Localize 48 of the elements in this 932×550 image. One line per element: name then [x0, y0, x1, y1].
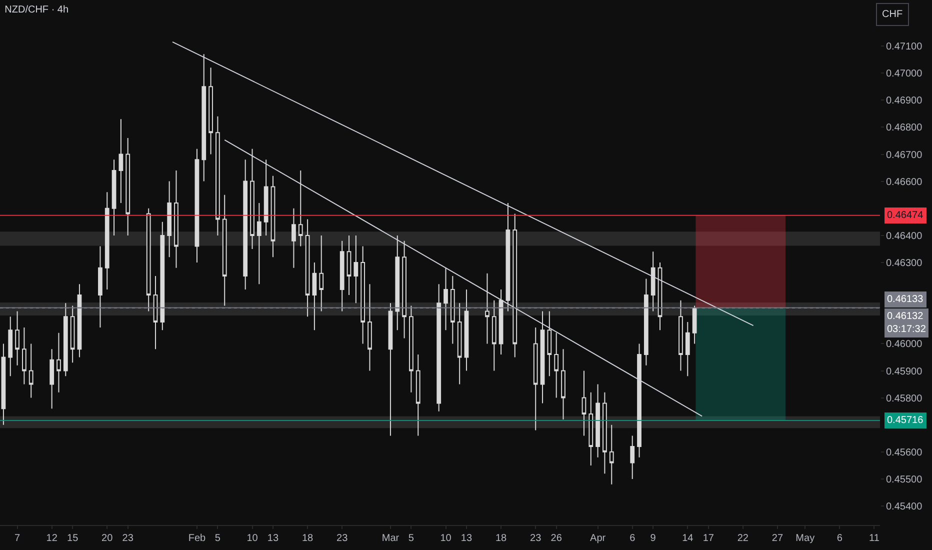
x-tick-label: 23 [122, 533, 134, 544]
ref-line-label: 0.46133 [887, 294, 924, 305]
y-tick-label: 0.46000 [886, 339, 923, 350]
x-tick-label: 9 [650, 533, 656, 544]
chart-title: NZD/CHF · 4h [4, 4, 69, 16]
y-tick-label: 0.45800 [886, 393, 923, 404]
x-tick-label: 15 [67, 533, 79, 544]
x-tick-label: 22 [737, 533, 749, 544]
y-tick-label: 0.46600 [886, 176, 923, 188]
x-tick-label: 23 [530, 533, 542, 544]
x-tick-label: 20 [102, 533, 114, 544]
x-tick-label: 17 [702, 533, 714, 544]
x-tick-label: Feb [188, 533, 206, 544]
y-tick-label: 0.46300 [886, 258, 923, 269]
x-tick-label: 10 [246, 533, 258, 544]
x-tick-label: 6 [630, 533, 636, 544]
x-tick-label: 6 [836, 533, 843, 544]
ref-line-label: 0.46474 [887, 210, 924, 221]
x-tick-label: 18 [495, 533, 508, 544]
y-tick-label: 0.46700 [886, 150, 923, 161]
x-tick-label: 13 [460, 533, 472, 544]
x-tick-label: 27 [772, 533, 784, 544]
y-tick-label: 0.46400 [886, 230, 923, 242]
x-tick-label: Mar [382, 533, 400, 544]
y-tick-label: 0.45600 [886, 447, 923, 458]
legend-label: 0.46132 03:17:32 [887, 311, 926, 335]
text: CHF [882, 9, 903, 20]
x-tick-label: 13 [267, 533, 279, 544]
x-tick-label: 26 [550, 533, 562, 544]
x-tick-label: 5 [408, 533, 414, 544]
x-tick-label: 11 [869, 533, 880, 544]
y-tick-label: 0.46800 [886, 122, 923, 134]
y-tick-label: 0.45500 [886, 474, 923, 486]
x-tick-label: 5 [214, 533, 221, 544]
y-tick-label: 0.46900 [886, 96, 923, 107]
x-tick-label: 7 [14, 533, 20, 544]
x-tick-label: 23 [336, 533, 348, 544]
x-tick-label: May [796, 533, 815, 544]
x-tick-label: 14 [682, 533, 694, 544]
y-tick-label: 0.45400 [886, 502, 923, 513]
y-tick-label: 0.47000 [886, 68, 923, 80]
x-tick-label: 10 [440, 533, 452, 544]
y-tick-label: 0.47100 [886, 42, 923, 53]
x-tick-label: 18 [302, 533, 314, 544]
ref-line-label: 0.45716 [887, 415, 924, 426]
x-tick-label: Apr [590, 533, 606, 544]
x-tick-label: 12 [46, 533, 58, 544]
y-tick-label: 0.45900 [886, 366, 923, 378]
